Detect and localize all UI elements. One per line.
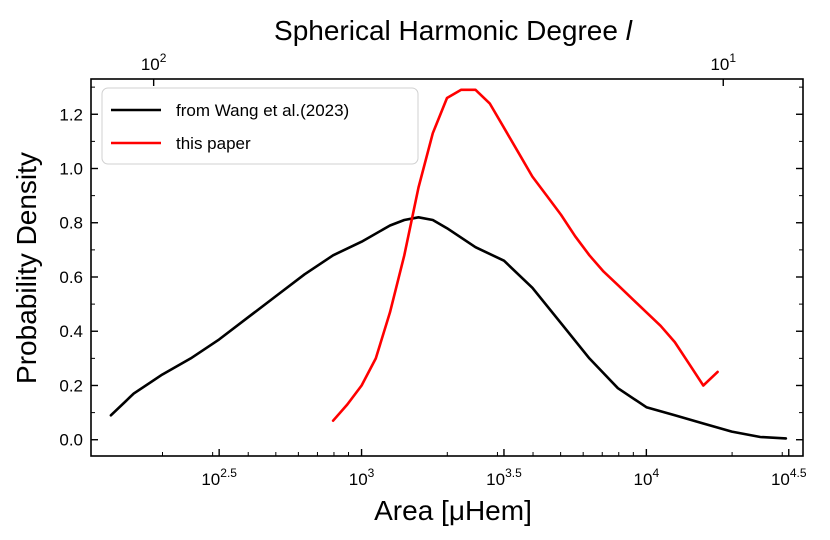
y-axis-ticks: 0.0 0.2 0.4 0.6 0.8 1.0 1.2 — [59, 86, 803, 450]
y-tick-label: 1.0 — [59, 160, 83, 179]
x-tick-label-exponent: 3 — [368, 466, 375, 480]
x-tick-label-base: 10 — [486, 470, 505, 489]
x-tick-label-exponent: 4.5 — [790, 466, 807, 480]
x-tick-label-base: 10 — [201, 470, 220, 489]
x-tick-label: 104 — [634, 466, 660, 489]
y-tick-label: 0.4 — [59, 322, 83, 341]
x-tick-label: 103.5 — [486, 466, 522, 489]
x-tick-label-base: 10 — [634, 470, 653, 489]
y-tick-label: 1.2 — [59, 105, 83, 124]
x-tick-label: 102.5 — [201, 466, 237, 489]
y-tick-label: 0.2 — [59, 376, 83, 395]
top-tick-label: 101 — [710, 51, 736, 74]
legend: from Wang et al.(2023) this paper — [101, 87, 419, 165]
y-tick-label: 0.0 — [59, 431, 83, 450]
top-axis-ticks: 102 101 — [141, 51, 736, 86]
x-axis-title: Area [μHem] — [374, 495, 532, 526]
series-layer — [109, 88, 788, 440]
legend-box — [101, 87, 419, 165]
top-axis-title-italic: l — [626, 15, 633, 46]
top-tick-label-base: 10 — [710, 55, 729, 74]
x-tick-label-base: 10 — [349, 470, 368, 489]
y-axis-title: Probability Density — [11, 152, 42, 384]
series-line-this-paper — [331, 88, 719, 423]
x-tick-label: 103 — [349, 466, 375, 489]
y-tick-label: 0.6 — [59, 268, 83, 287]
series-line-wang — [109, 216, 788, 440]
top-tick-label-exponent: 2 — [160, 51, 167, 65]
top-axis-title-text: Spherical Harmonic Degree — [274, 15, 626, 46]
x-tick-label-exponent: 4 — [652, 466, 659, 480]
x-tick-label-exponent: 2.5 — [220, 466, 237, 480]
top-tick-label-base: 10 — [141, 55, 160, 74]
legend-label-this-paper: this paper — [176, 134, 251, 153]
top-tick-label-exponent: 1 — [729, 51, 736, 65]
y-tick-label: 0.8 — [59, 214, 83, 233]
x-tick-label: 104.5 — [771, 466, 807, 489]
top-tick-label: 102 — [141, 51, 167, 74]
legend-label-wang: from Wang et al.(2023) — [176, 101, 349, 120]
x-tick-label-exponent: 3.5 — [505, 466, 522, 480]
x-tick-label-base: 10 — [771, 470, 790, 489]
x-axis-ticks: 102.5 103 103.5 104 104.5 — [161, 449, 807, 489]
top-axis-title: Spherical Harmonic Degree l — [274, 15, 633, 46]
